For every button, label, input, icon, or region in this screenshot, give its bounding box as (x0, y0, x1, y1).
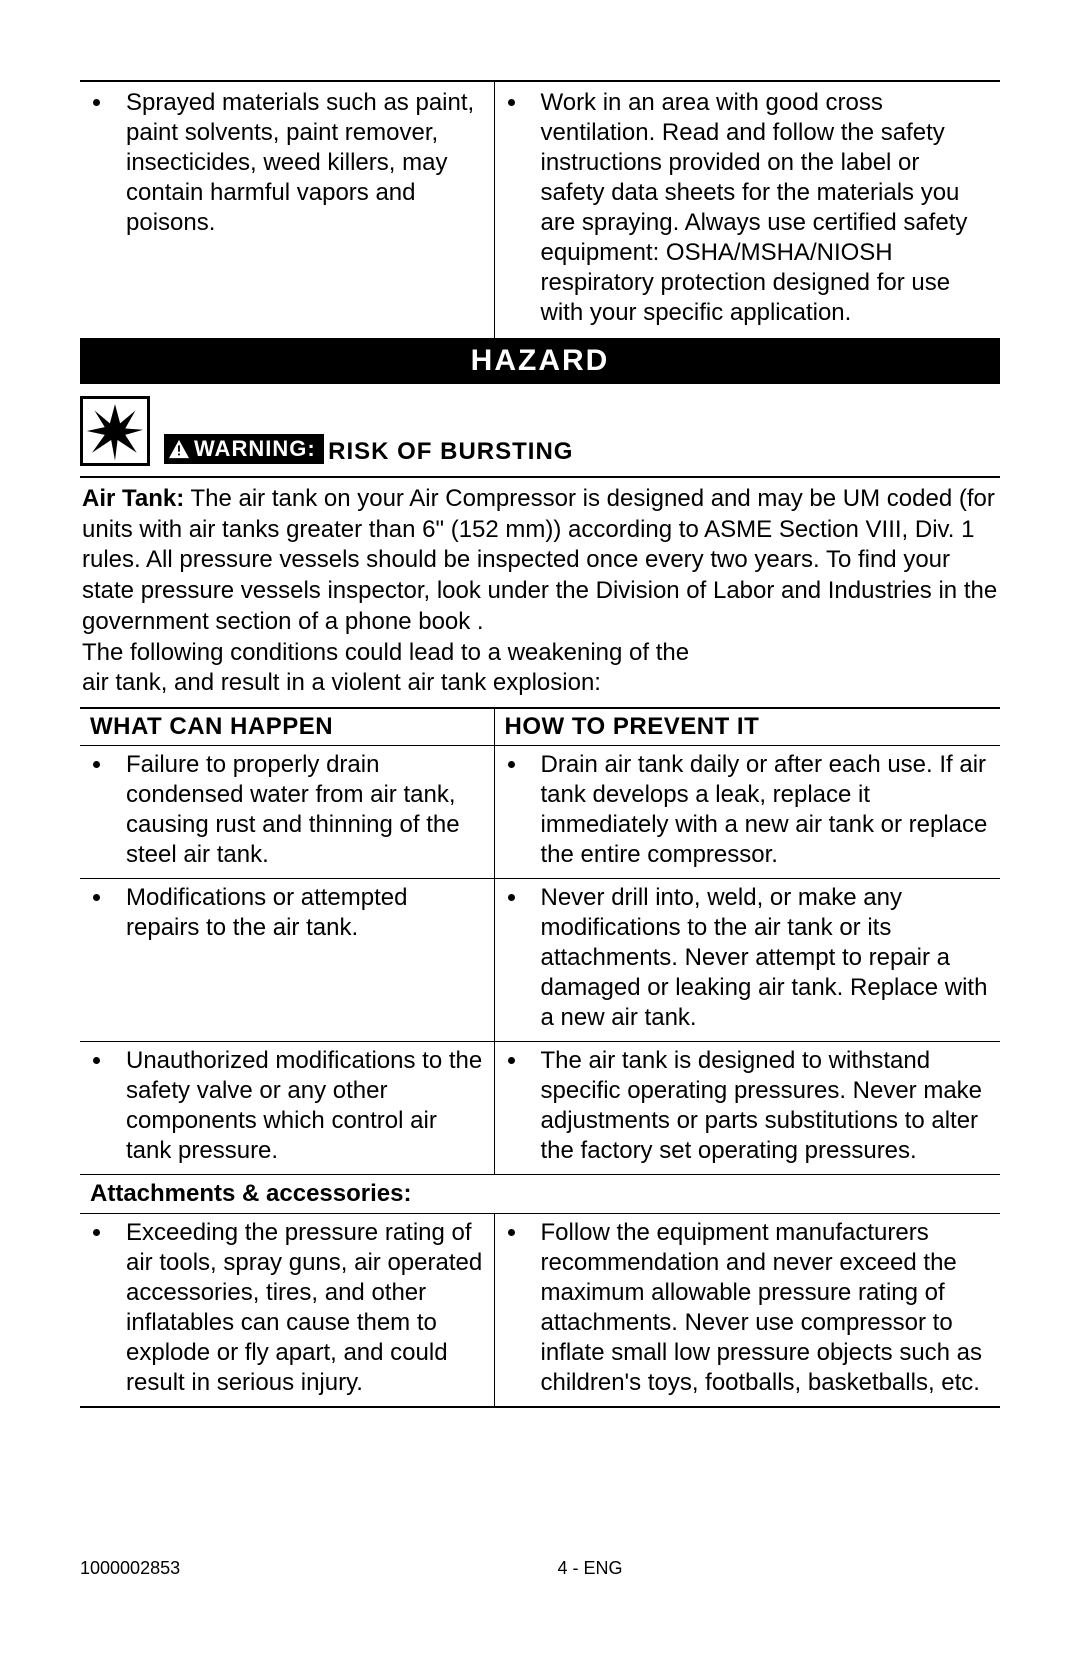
row4-right-bullet: Follow the equipment manufacturers recom… (529, 1218, 991, 1398)
row2-right: Never drill into, weld, or make any modi… (494, 879, 1000, 1042)
row1-left-bullet: Failure to properly drain condensed wate… (114, 750, 484, 870)
attachments-subhead: Attachments & accessories: (80, 1175, 1000, 1214)
content-area: Sprayed materials such as paint, paint s… (80, 80, 1000, 1408)
row1-right: Drain air tank daily or after each use. … (494, 746, 1000, 879)
col-header-left: WHAT CAN HAPPEN (80, 708, 494, 746)
row1-right-bullet: Drain air tank daily or after each use. … (529, 750, 991, 870)
warning-label: WARNING: (194, 436, 316, 462)
warning-row: WARNING: RISK OF BURSTING (80, 384, 1000, 476)
air-tank-paragraph: Air Tank: The air tank on your Air Compr… (80, 476, 1000, 707)
warning-triangle-icon (168, 439, 190, 459)
row3-right: The air tank is designed to withstand sp… (494, 1042, 1000, 1175)
intro-left-cell: Sprayed materials such as paint, paint s… (80, 81, 494, 339)
page-footer: 1000002853 4 - ENG (0, 1558, 1080, 1579)
risk-title: RISK OF BURSTING (328, 438, 573, 465)
row2-left-bullet: Modifications or attempted repairs to th… (114, 883, 484, 943)
hazard-table: WHAT CAN HAPPEN HOW TO PREVENT IT Failur… (80, 707, 1000, 1408)
row2-right-bullet: Never drill into, weld, or make any modi… (529, 883, 991, 1033)
row4-left: Exceeding the pressure rating of air too… (80, 1214, 494, 1408)
row3-right-bullet: The air tank is designed to withstand sp… (529, 1046, 991, 1166)
doc-number: 1000002853 (80, 1558, 180, 1579)
intro-right-bullet: Work in an area with good cross ventilat… (529, 88, 991, 328)
col-header-right: HOW TO PREVENT IT (494, 708, 1000, 746)
air-tank-line2: The following conditions could lead to a… (82, 639, 689, 666)
warning-title-group: WARNING: RISK OF BURSTING (164, 434, 573, 466)
warning-badge: WARNING: (164, 434, 324, 464)
row2-left: Modifications or attempted repairs to th… (80, 879, 494, 1042)
row1-left: Failure to properly drain condensed wate… (80, 746, 494, 879)
air-tank-body: The air tank on your Air Compressor is d… (82, 485, 997, 635)
burst-icon (80, 396, 150, 466)
intro-right-cell: Work in an area with good cross ventilat… (494, 81, 1000, 339)
row3-left-bullet: Unauthorized modifications to the safety… (114, 1046, 484, 1166)
row3-left: Unauthorized modifications to the safety… (80, 1042, 494, 1175)
hazard-bar: HAZARD (80, 340, 1000, 384)
intro-table: Sprayed materials such as paint, paint s… (80, 80, 1000, 340)
air-tank-line3: air tank, and result in a violent air ta… (82, 669, 601, 696)
air-tank-lead-bold: Air Tank: (82, 485, 184, 512)
intro-left-bullet: Sprayed materials such as paint, paint s… (114, 88, 484, 238)
page-label: 4 - ENG (80, 1558, 1000, 1579)
document-page: Sprayed materials such as paint, paint s… (0, 0, 1080, 1669)
row4-right: Follow the equipment manufacturers recom… (494, 1214, 1000, 1408)
row4-left-bullet: Exceeding the pressure rating of air too… (114, 1218, 484, 1398)
